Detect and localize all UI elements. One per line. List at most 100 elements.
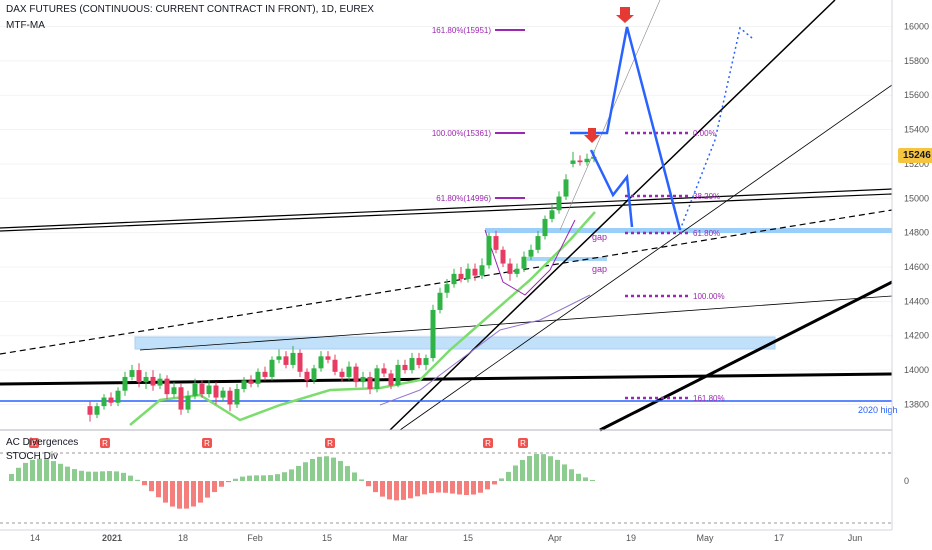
- candle-body: [276, 356, 282, 360]
- osc-bar: [177, 481, 182, 509]
- candle-body: [311, 368, 317, 381]
- osc-bar: [107, 471, 112, 481]
- osc-bar: [394, 481, 399, 501]
- osc-bar: [233, 478, 238, 481]
- price-tick-label: 15400: [904, 125, 929, 135]
- divergence-marker: [100, 438, 110, 448]
- candle-body: [178, 387, 184, 410]
- osc-bar: [170, 481, 175, 507]
- osc-bar: [527, 456, 532, 481]
- time-tick-label: 15: [322, 533, 332, 543]
- last-price-tag: 15246: [898, 148, 932, 163]
- time-tick-label: 14: [30, 533, 40, 543]
- price-tick-label: 14800: [904, 228, 929, 238]
- osc-bar: [282, 472, 287, 481]
- price-tick-label: 15600: [904, 90, 929, 100]
- osc-bar: [219, 481, 224, 487]
- candle-body: [150, 376, 156, 386]
- osc-bar: [254, 475, 259, 481]
- osc-bar: [142, 481, 147, 486]
- osc-bar: [562, 464, 567, 481]
- divergence-marker-label: R: [102, 439, 108, 448]
- candle-body: [87, 406, 93, 415]
- osc-bar: [247, 475, 252, 481]
- candle-body: [206, 385, 212, 395]
- time-axis[interactable]: 14 2021 18 Feb 15 Mar 15 Apr 19 May 17 Jun: [0, 529, 892, 543]
- candle-body: [185, 395, 191, 410]
- candle-body: [514, 268, 520, 274]
- osc-bar: [121, 472, 126, 481]
- osc-bar: [492, 481, 497, 485]
- osc-bar: [415, 481, 420, 497]
- osc-bar: [478, 481, 483, 493]
- osc-bar: [205, 481, 210, 498]
- indicator-label: MTF-MA: [6, 20, 45, 31]
- osc-bar: [156, 481, 161, 498]
- fib-label: 61.80%: [693, 229, 720, 238]
- candle-body: [108, 397, 114, 403]
- candle-body: [234, 388, 240, 405]
- candle-body: [143, 376, 149, 383]
- osc-bar: [450, 481, 455, 494]
- down-arrow-icon: [616, 7, 634, 23]
- candle-body: [164, 378, 170, 395]
- osc-bar: [352, 472, 357, 481]
- price-axis[interactable]: 16000 15800 15600 15400 15200 15000 14800 14600…: [891, 0, 929, 530]
- gap-label: gap: [592, 232, 607, 242]
- candle-body: [563, 179, 569, 197]
- fib-label: 38.20%: [693, 192, 720, 201]
- candle-body: [115, 390, 121, 403]
- osc-bar: [569, 469, 574, 481]
- candle-body: [444, 284, 450, 293]
- divergence-marker: [518, 438, 528, 448]
- candle-body: [339, 371, 345, 377]
- trendlines: 2020 high: [0, 0, 898, 432]
- osc-bar: [275, 474, 280, 481]
- osc-bar: [240, 476, 245, 481]
- osc-bar: [226, 481, 231, 483]
- candle-body: [500, 249, 506, 264]
- divergence-marker: [202, 438, 212, 448]
- candle-body: [437, 292, 443, 310]
- osc-bar: [79, 470, 84, 481]
- candles[interactable]: [87, 150, 597, 422]
- candle-body: [416, 358, 422, 365]
- osc-bar: [485, 481, 490, 490]
- osc-bar: [191, 481, 196, 507]
- osc-bar: [373, 481, 378, 493]
- candle-body: [374, 368, 380, 389]
- candle-body: [346, 366, 352, 377]
- candle-body: [157, 378, 163, 386]
- osc-bar: [513, 465, 518, 481]
- candle-body: [220, 390, 226, 398]
- candle-body: [521, 256, 527, 269]
- time-tick-label: May: [696, 533, 714, 543]
- trendline-dashed: [0, 209, 893, 355]
- candle-body: [493, 236, 499, 250]
- time-tick-label: 19: [626, 533, 636, 543]
- osc-bar: [198, 481, 203, 503]
- osc-bar: [296, 465, 301, 481]
- osc-bar: [212, 481, 217, 493]
- osc-bar: [268, 475, 273, 481]
- osc-bar: [100, 471, 105, 481]
- time-tick-label: Mar: [392, 533, 408, 543]
- candle-body: [255, 371, 261, 384]
- osc-bar: [576, 473, 581, 481]
- candle-body: [472, 268, 478, 276]
- trendline-flat-thin: [139, 295, 893, 351]
- candle-body: [227, 390, 233, 405]
- time-tick-label: Jun: [848, 533, 863, 543]
- oscillator-label-2: STOCH Div: [6, 451, 59, 462]
- pattern-line: [484, 219, 576, 296]
- osc-zero-label: 0: [904, 476, 909, 486]
- osc-bar: [184, 481, 189, 509]
- level-2020-high-label: 2020 high: [858, 405, 898, 415]
- time-tick-label: Feb: [247, 533, 263, 543]
- time-tick-label: 2021: [102, 533, 122, 543]
- osc-bar: [310, 458, 315, 481]
- down-arrow-icon: [584, 128, 600, 143]
- osc-bar: [23, 462, 28, 481]
- oscillator-pane[interactable]: 0 R R R R R R: [0, 429, 909, 524]
